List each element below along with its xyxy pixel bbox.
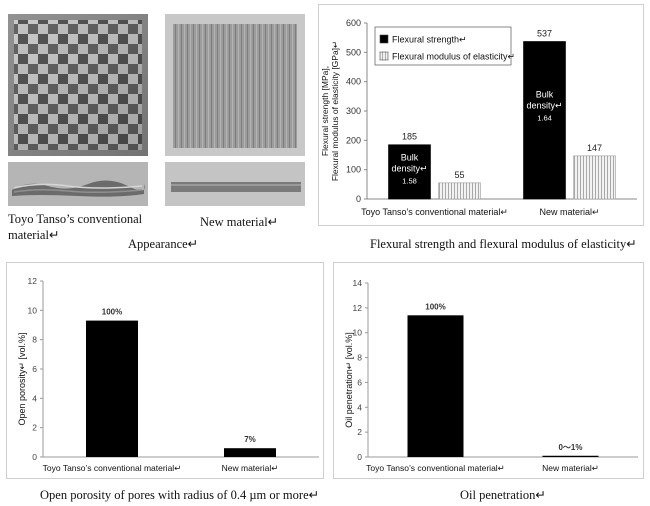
x-tick-label: Toyo Tanso’s conventional material↵ [43,463,182,473]
appearance-caption: Appearance↵ [128,237,199,251]
bulk-density-label: Bulk [536,89,554,99]
legend-box [374,26,512,66]
y-tick-label: 600 [346,18,361,28]
y-tick-label: 12 [28,276,38,286]
y-tick-label: 100 [346,165,361,175]
y-tick-label: 6 [357,377,362,387]
y-axis-label: Flexural strength [MPa],Flexural modulus… [320,41,340,181]
y-axis-label: Open porosity↵ [vol.%] [17,332,27,425]
y-tick-label: 2 [357,427,362,437]
conventional-material-side-photo [8,162,148,206]
legend-swatch [379,51,389,61]
porosity-chart: 0 2 4 6 8 10 12 Open porosity↵ [vol.%] 100% Toyo … [17,276,319,473]
flexural-caption: Flexural strength and flexural modulus o… [370,237,637,251]
flexural-chart: 0 100 200 300 400 500 600 Flexural strength [MP… [320,18,637,217]
oil-caption: Oil penetration↵ [460,488,546,502]
y-tick-label: 0 [32,452,37,462]
x-tick-label: Toyo Tanso’s conventional material↵ [366,463,505,473]
bar [86,320,138,457]
data-label: 100% [102,308,122,317]
data-label: 7% [244,435,256,444]
y-tick-label: 4 [32,393,37,403]
bar [438,182,481,200]
new-material-label: New material↵ [200,215,279,229]
x-tick-label: New material↵ [542,463,599,473]
bar [224,448,276,457]
data-label: 55 [454,170,464,180]
new-material-side-photo [165,162,305,206]
y-tick-label: 400 [346,77,361,87]
y-tick-label: 500 [346,47,361,57]
bar [523,41,566,200]
bar [407,315,464,457]
y-tick-label: 300 [346,106,361,116]
legend-label: Flexural strength↵ [392,35,467,45]
y-tick-label: 12 [353,303,363,313]
y-tick-label: 0 [357,452,362,462]
data-label: 100% [425,302,445,311]
bar [573,155,616,200]
data-label: 537 [537,28,552,38]
y-tick-label: 6 [32,364,37,374]
y-tick-label: 8 [357,353,362,363]
bulk-density-label: density↵ [526,100,562,110]
bar [542,455,599,457]
x-tick-label: Toyo Tanso’s conventional material↵ [361,207,508,217]
new-material-top-photo [165,14,305,156]
y-tick-label: 4 [357,402,362,412]
conventional-material-top-photo [8,14,148,156]
y-tick-label: 10 [28,305,38,315]
y-tick-label: 8 [32,335,37,345]
flexural-chart-panel: 0 100 200 300 400 500 600 Flexural strength [MP… [318,4,644,226]
bulk-density-value: 1.64 [537,113,552,122]
legend-label: Flexural modulus of elasticity↵ [392,52,515,62]
data-label: 147 [587,143,602,153]
oil-chart: 0 2 4 6 8 10 12 14 Oil penetration↵ [vol.%] 100% T… [344,278,638,473]
bulk-density-label: density↵ [391,164,427,174]
oil-chart-panel: 0 2 4 6 8 10 12 14 Oil penetration↵ [vol.%] 100% T… [333,262,644,479]
porosity-caption: Open porosity of pores with radius of 0.… [40,488,320,502]
y-tick-label: 2 [32,423,37,433]
legend-swatch [379,34,389,44]
bar [388,144,431,200]
bulk-density-value: 1.58 [402,177,417,186]
x-tick-label: New material↵ [222,463,279,473]
y-tick-label: 10 [353,328,363,338]
conventional-material-label: Toyo Tanso’s conventional material↵ [8,212,143,242]
porosity-chart-panel: 0 2 4 6 8 10 12 Open porosity↵ [vol.%] 100% Toyo … [6,262,324,479]
x-tick-label: New material↵ [539,207,599,217]
bulk-density-label: Bulk [401,153,419,163]
y-tick-label: 0 [356,194,361,204]
data-label: 185 [402,132,417,142]
data-label: 0〜1% [558,443,582,452]
y-axis-label: Oil penetration↵ [vol.%] [344,332,354,428]
y-tick-label: 14 [353,278,363,288]
y-tick-label: 200 [346,135,361,145]
